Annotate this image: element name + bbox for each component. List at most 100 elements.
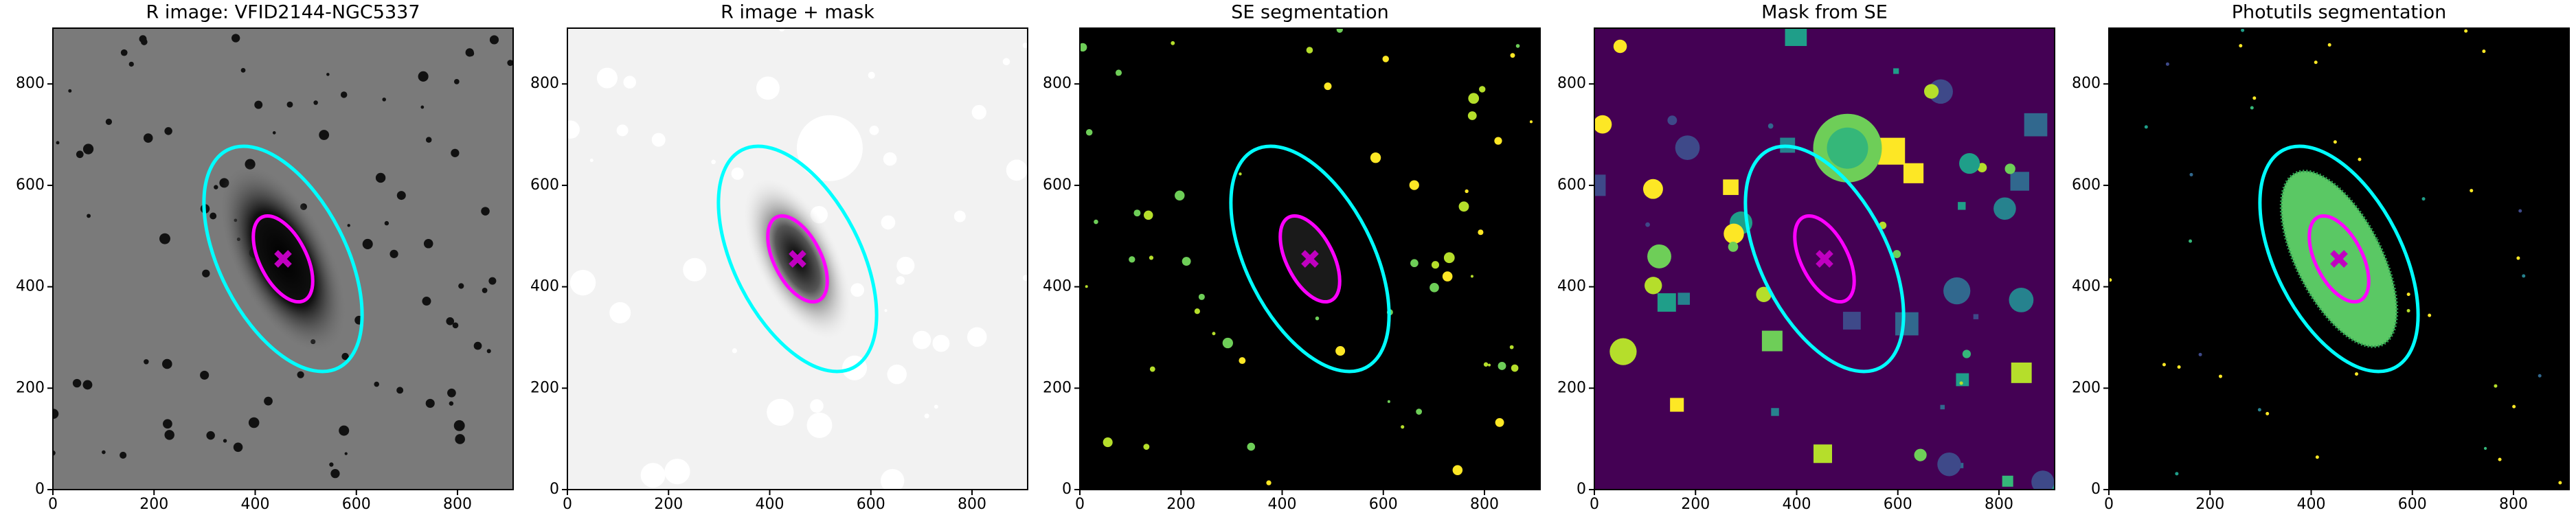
inner-ellipse — [251, 214, 315, 304]
y-tick-label: 600 — [16, 176, 45, 194]
x-tick-label: 400 — [2297, 496, 2326, 513]
y-tick-label: 400 — [530, 278, 559, 295]
source — [2239, 44, 2243, 48]
axes-frame — [1079, 27, 1541, 490]
mask-blob — [1657, 293, 1676, 312]
mask-blob — [1958, 202, 1966, 210]
source — [384, 220, 389, 226]
source — [887, 364, 907, 385]
source — [569, 269, 596, 296]
axes-frame — [52, 27, 514, 490]
source — [425, 398, 435, 408]
source — [2218, 374, 2222, 378]
source — [1959, 381, 1963, 385]
source — [489, 35, 499, 45]
x-tick-label: 400 — [756, 496, 784, 513]
mask-blob — [1956, 373, 1969, 387]
source — [1468, 93, 1480, 104]
source — [883, 152, 897, 166]
source — [159, 233, 170, 244]
y-tick-label: 600 — [1043, 176, 1072, 194]
source — [465, 48, 474, 57]
source — [609, 301, 631, 323]
image-panel — [53, 28, 513, 490]
source — [76, 150, 84, 159]
source — [447, 388, 456, 398]
source — [1149, 255, 1154, 260]
source — [2189, 239, 2193, 243]
inner-ellipse — [1278, 214, 1342, 304]
source — [1767, 123, 1774, 129]
source — [1103, 437, 1113, 448]
source — [2482, 49, 2486, 54]
axes-frame — [2108, 27, 2570, 490]
source — [1452, 465, 1463, 475]
panel-title: R image: VFID2144-NGC5337 — [146, 2, 420, 23]
source — [1594, 115, 1612, 134]
mask-blob — [1677, 293, 1690, 305]
mask-blob — [1814, 444, 1832, 464]
source — [896, 276, 905, 285]
source — [1724, 223, 1744, 244]
source — [2355, 372, 2359, 376]
source — [2165, 62, 2169, 66]
source — [1511, 364, 1519, 372]
source — [449, 401, 454, 406]
source — [1094, 219, 1098, 225]
x-tick-label: 800 — [2499, 496, 2528, 513]
source — [2109, 278, 2112, 282]
source — [200, 370, 210, 380]
source — [2004, 163, 2015, 174]
x-tick-label: 200 — [139, 496, 168, 513]
source — [1467, 111, 1477, 120]
source — [1212, 332, 1216, 336]
source — [2518, 209, 2522, 213]
source — [1085, 285, 1088, 288]
source — [1914, 448, 1927, 461]
panel-title: Mask from SE — [1761, 2, 1888, 23]
source — [651, 133, 666, 147]
source — [869, 125, 879, 135]
mask-blob — [1973, 314, 1979, 319]
center-marker — [789, 250, 806, 268]
source — [1728, 242, 1739, 252]
source — [1006, 159, 1028, 181]
source — [210, 212, 217, 220]
source — [425, 137, 432, 143]
source — [248, 417, 260, 428]
mask-blob — [796, 115, 863, 181]
source — [143, 133, 153, 143]
source — [1470, 275, 1473, 278]
source — [896, 256, 915, 275]
outer-ellipse — [1743, 144, 1906, 374]
source — [2522, 274, 2526, 278]
center-marker — [2330, 250, 2348, 268]
source — [1335, 346, 1346, 356]
outer-ellipse — [202, 144, 364, 374]
source — [1222, 337, 1233, 349]
source — [1080, 43, 1087, 52]
source — [1144, 210, 1153, 220]
source — [1943, 277, 1971, 305]
source — [778, 28, 785, 32]
source — [128, 61, 134, 67]
y-tick-label: 600 — [530, 176, 559, 194]
source — [1022, 275, 1028, 282]
source — [2314, 60, 2318, 65]
x-tick-label: 600 — [1884, 496, 1912, 513]
source — [1129, 256, 1136, 263]
source — [162, 358, 172, 369]
outer-ellipse — [2258, 144, 2420, 374]
image-panel — [2109, 28, 2569, 490]
source — [924, 413, 929, 419]
y-tick-label: 0 — [1062, 481, 1072, 498]
source — [1085, 129, 1093, 136]
source — [711, 159, 716, 165]
y-tick-label: 0 — [550, 481, 559, 498]
source — [848, 358, 856, 365]
source — [105, 118, 113, 125]
y-tick-label: 800 — [16, 75, 45, 92]
inner-ellipse — [1793, 214, 1856, 304]
source — [339, 425, 350, 436]
source — [297, 371, 304, 378]
